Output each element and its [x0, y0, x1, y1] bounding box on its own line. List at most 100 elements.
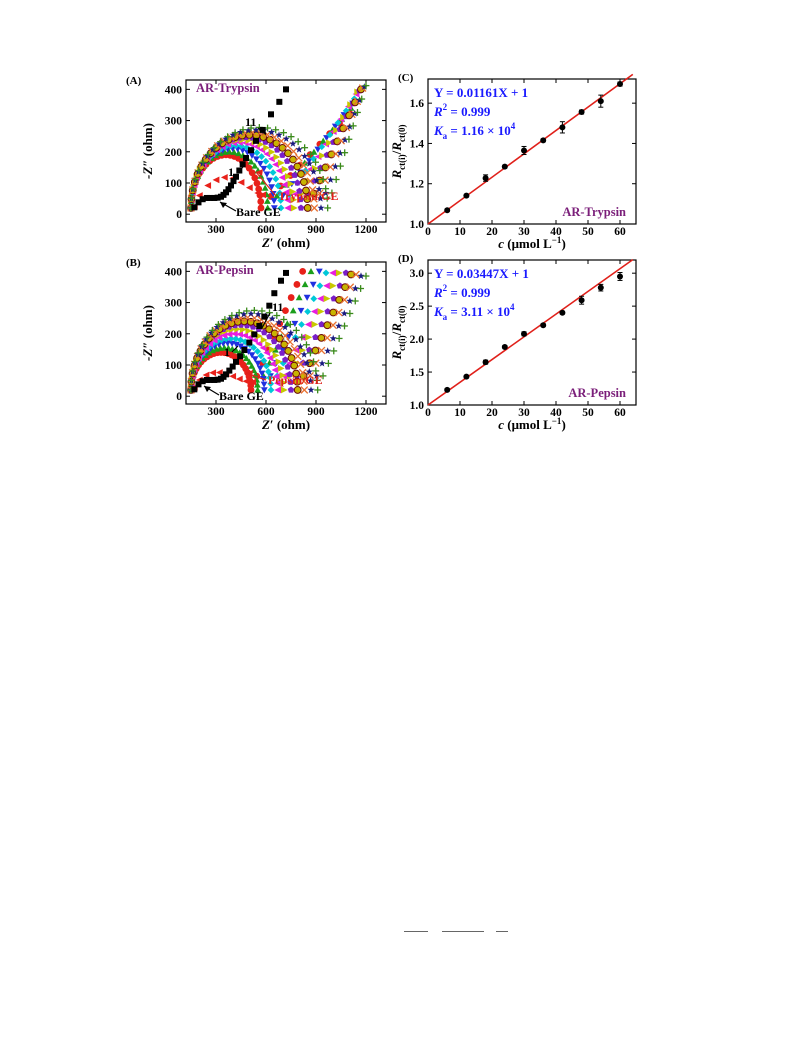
series-marker: [294, 154, 303, 162]
marker-fill: [322, 164, 329, 171]
series-marker: [263, 150, 271, 158]
series-marker: [268, 184, 276, 191]
series-marker: [266, 354, 274, 362]
marker-ring: [293, 162, 302, 171]
series-marker: [265, 325, 274, 334]
annotation-modified-arrow: [255, 171, 277, 197]
series-marker: [261, 184, 269, 191]
marker-fill: [288, 354, 295, 362]
x-tick-label: 50: [582, 407, 594, 419]
series-marker: [292, 369, 301, 378]
series-marker: [307, 386, 315, 393]
data-point: [540, 322, 547, 329]
series-marker: [232, 335, 240, 343]
series-marker: [278, 349, 286, 356]
marker-stroke: [277, 137, 286, 145]
series-marker: [287, 386, 295, 393]
series-marker: [285, 334, 293, 341]
marker-fill: [280, 341, 288, 348]
data-point: [501, 163, 508, 170]
bare-electrode-point: [199, 378, 206, 385]
series-marker: [286, 321, 294, 328]
x-tick-label: 1200: [355, 406, 378, 418]
series-marker: [198, 341, 206, 349]
bare-electrode-point: [278, 277, 284, 284]
series-marker: [298, 333, 306, 341]
series-marker: [263, 349, 271, 357]
bare-electrode-point: [233, 358, 239, 365]
x-axis-label: c (μmol L−1): [498, 416, 566, 432]
modified-electrode-point: [220, 173, 228, 181]
series-marker: [225, 330, 233, 338]
marker-stroke: [270, 321, 278, 330]
bare-electrode-series: [191, 269, 289, 393]
series-marker: [334, 119, 342, 127]
series-marker: [349, 122, 357, 130]
series-marker: [219, 318, 227, 326]
series-marker: [310, 148, 318, 155]
marker-ring: [265, 325, 274, 334]
series-marker: [247, 124, 255, 132]
y-tick-label: 2.5: [410, 301, 425, 313]
marker-ring: [297, 170, 305, 178]
series-marker: [296, 360, 305, 369]
y-tick-label: 1.6: [410, 98, 425, 110]
series-marker: [309, 281, 317, 288]
series-marker: [267, 155, 275, 163]
marker-fill: [273, 139, 280, 147]
series-marker: [316, 282, 324, 290]
series-marker: [264, 204, 272, 211]
panel-b-nyquist-pepsin: 300 600 900 1200 0 100 200 300 400 (B) AR-Pepsin Z′…: [126, 257, 387, 432]
series-marker: [217, 138, 224, 146]
series-marker: [194, 349, 202, 357]
marker-fill: [335, 296, 343, 304]
x-tick-label: 600: [257, 224, 275, 236]
series-marker: [263, 362, 270, 370]
series-marker: [262, 157, 270, 165]
r-squared-text: R2 = 0.999: [433, 102, 491, 119]
x-axis-label: c (μmol L−1): [498, 235, 566, 251]
marker-fill: [289, 156, 297, 163]
series-marker: [301, 144, 309, 152]
series-marker: [276, 189, 284, 197]
series-marker: [279, 151, 286, 158]
marker-stroke: [294, 154, 303, 162]
annotation-bare-electrode: Bare GE: [219, 389, 264, 403]
series-marker: [290, 196, 298, 204]
series-marker: [252, 126, 260, 133]
bare-electrode-series: [191, 86, 289, 211]
x-tick-label: 900: [307, 406, 325, 418]
series-marker: [310, 204, 319, 212]
series-marker: [289, 155, 297, 164]
series-marker: [317, 194, 325, 202]
series-marker: [289, 147, 298, 156]
series-marker: [301, 152, 309, 160]
modified-electrode-point: [259, 191, 267, 199]
series-marker: [329, 269, 337, 277]
series-marker: [189, 367, 197, 375]
series-marker: [243, 307, 251, 315]
series-marker: [324, 347, 332, 354]
series-marker: [281, 181, 288, 189]
marker-ring: [329, 308, 338, 317]
series-marker: [248, 152, 256, 159]
series-marker: [287, 354, 296, 362]
marker-stroke: [340, 295, 349, 304]
series-marker: [254, 386, 262, 393]
series-marker: [248, 169, 256, 177]
marker-stroke: [310, 194, 318, 203]
series-marker: [292, 326, 300, 334]
series-marker: [275, 131, 283, 138]
series-marker: [293, 352, 302, 361]
series-marker: [235, 309, 243, 317]
marker-stroke: [342, 123, 351, 132]
series-marker: [312, 158, 319, 166]
marker-ring: [317, 333, 326, 342]
equation-text: Y = 0.01161X + 1: [434, 85, 528, 100]
series-marker: [303, 341, 310, 349]
annotation-bare-electrode: Bare GE: [236, 205, 281, 219]
series-marker: [273, 373, 280, 380]
series-marker: [294, 138, 302, 146]
r-squared-text: R2 = 0.999: [433, 283, 491, 300]
series-marker: [248, 362, 256, 369]
